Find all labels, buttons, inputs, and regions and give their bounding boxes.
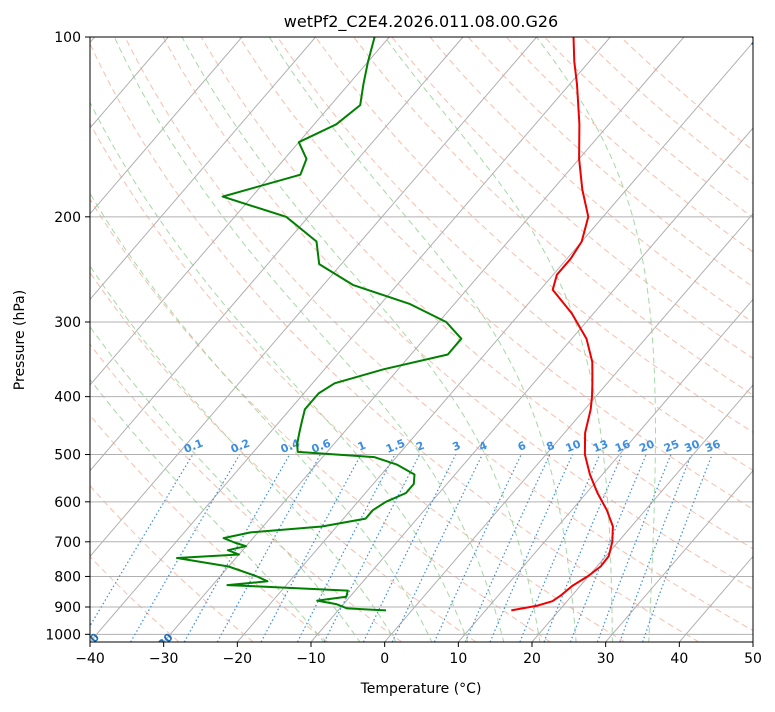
x-axis-label: Temperature (°C)	[360, 681, 482, 697]
y-axis-label: Pressure (hPa)	[12, 290, 28, 390]
x-tick-label: −40	[75, 651, 105, 667]
chart-title: wetPf2_C2E4.2026.011.08.00.G26	[284, 12, 558, 32]
y-tick-label: 100	[54, 30, 81, 46]
y-tick-label: 700	[54, 535, 81, 551]
y-tick-label: 500	[54, 448, 81, 464]
x-tick-label: −20	[223, 651, 253, 667]
y-tick-label: 800	[54, 569, 81, 585]
x-tick-label: 10	[449, 651, 467, 667]
x-tick-label: −30	[149, 651, 179, 667]
x-tick-label: 20	[523, 651, 541, 667]
x-tick-label: 40	[670, 651, 688, 667]
x-tick-label: −10	[296, 651, 326, 667]
y-tick-label: 400	[54, 390, 81, 406]
x-tick-label: 30	[597, 651, 615, 667]
x-tick-label: 50	[744, 651, 762, 667]
y-tick-label: 1000	[45, 627, 81, 643]
x-tick-label: 0	[380, 651, 389, 667]
y-tick-label: 200	[54, 210, 81, 226]
y-tick-label: 900	[54, 600, 81, 616]
y-tick-label: 300	[54, 315, 81, 331]
y-tick-label: 600	[54, 495, 81, 511]
